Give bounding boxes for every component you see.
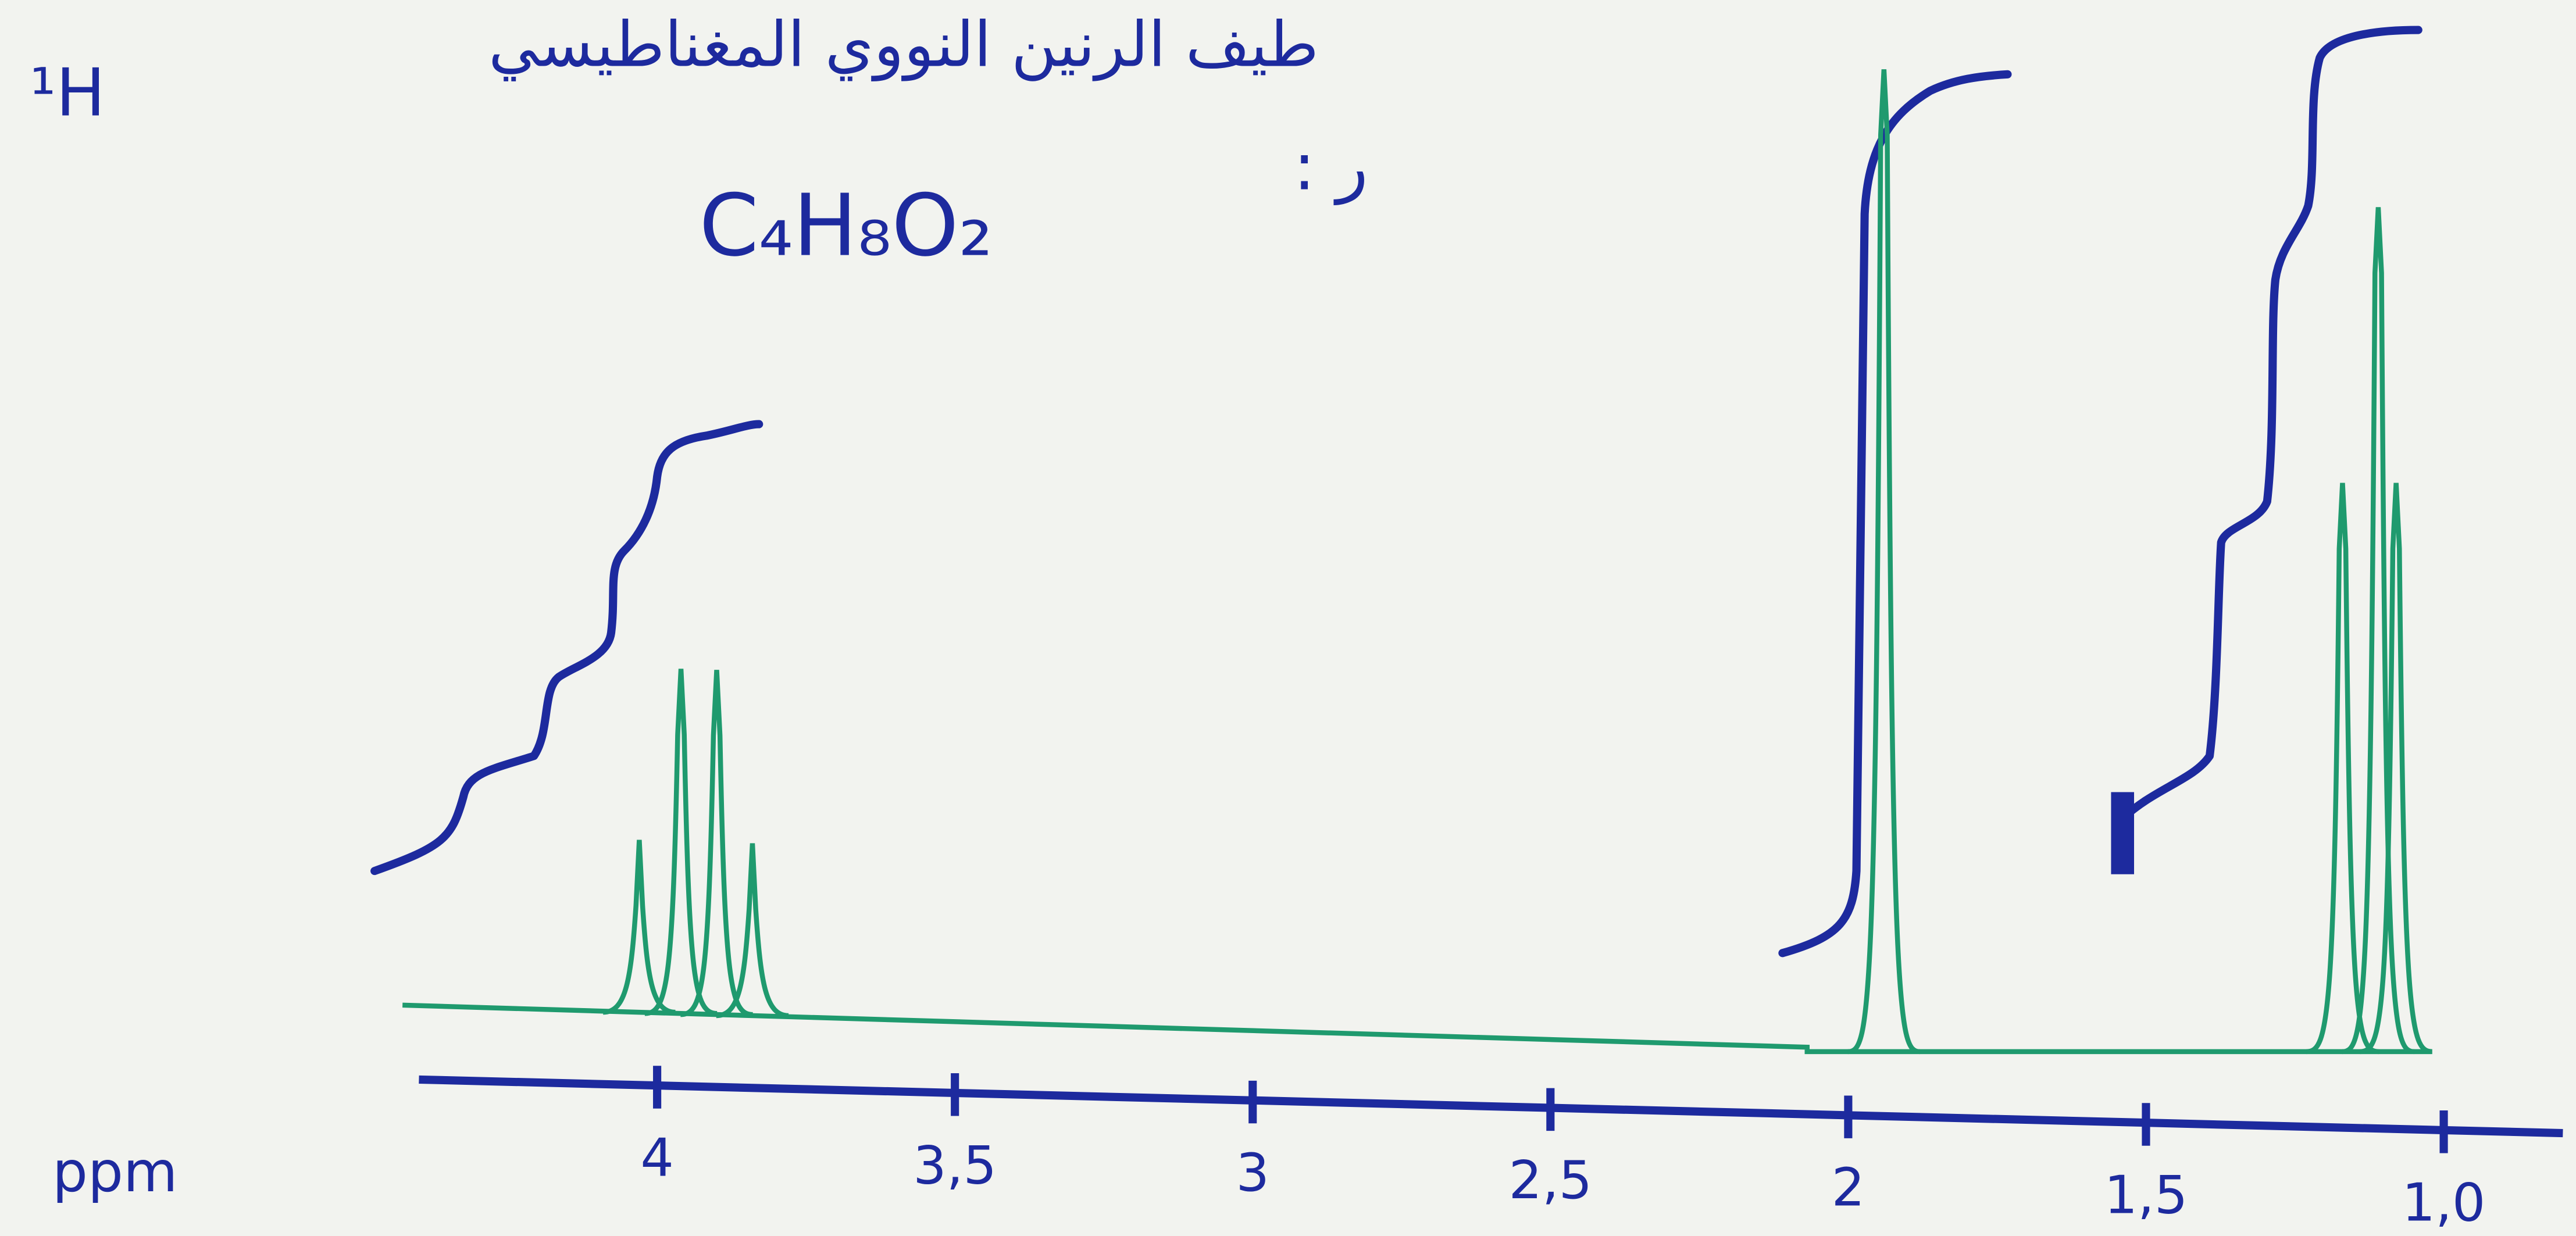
formula: C₄H₈O₂ [699,176,993,276]
x-tick-label: 2 [1832,1158,1865,1219]
scribble [2111,792,2134,874]
x-tick-label: 1,5 [2104,1165,2188,1226]
chart-title: طيف الرنين النووي المغناطيسي [488,9,1319,82]
x-tick-label: 1,0 [2402,1172,2486,1233]
chart: طيف الرنين النووي المغناطيسي ¹H C₄H₈O₂ ر… [0,0,2576,1236]
x-tick-label: 4 [640,1128,674,1189]
x-tick-label: 3,5 [913,1135,997,1196]
nucleus-label: ¹H [30,54,105,131]
x-tick-label: 2,5 [1508,1150,1592,1211]
x-axis-label: ppm [52,1139,177,1205]
annotation: ر : [1293,128,1368,206]
page: طيف الرنين النووي المغناطيسي ¹H C₄H₈O₂ ر… [0,0,2576,1236]
x-tick-label: 3 [1236,1142,1269,1203]
